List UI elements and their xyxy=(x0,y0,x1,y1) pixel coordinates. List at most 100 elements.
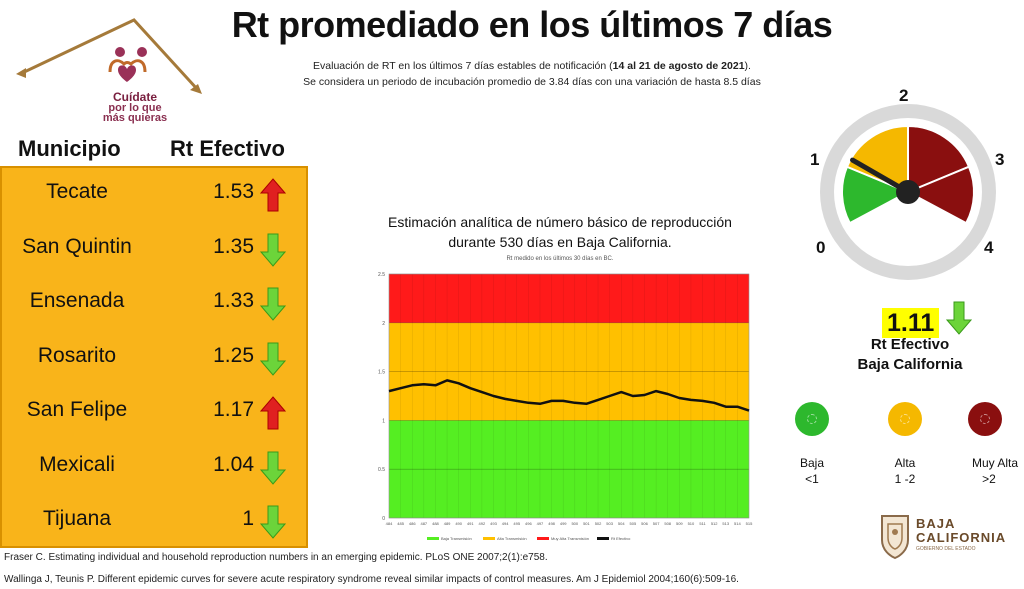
plot-border xyxy=(388,273,750,519)
gauge-label-4: 4 xyxy=(984,238,994,257)
legend-swatch xyxy=(483,537,495,540)
municipio-name: Mexicali xyxy=(39,452,115,476)
band-2 xyxy=(389,274,749,323)
x-tick-label: 514 xyxy=(734,521,741,526)
y-tick-label: 0 xyxy=(382,516,385,522)
x-tick-label: 505 xyxy=(630,521,637,526)
legend-alta-range: 1 -2 xyxy=(894,472,916,486)
legend-label: Baja Transmisión xyxy=(441,536,472,541)
table-row: San Quintin 1.35 xyxy=(2,223,310,277)
reference-1: Fraser C. Estimating individual and hous… xyxy=(4,552,548,563)
rt-value: 1.17 xyxy=(213,398,254,421)
municipio-name: Tecate xyxy=(46,180,108,203)
y-tick-label: 0.5 xyxy=(378,467,385,473)
table-row: Rosarito 1.25 xyxy=(2,332,310,386)
band-1 xyxy=(389,322,749,421)
x-tick-label: 507 xyxy=(653,521,660,526)
legend-alta: Alta 1 -2 xyxy=(860,402,950,487)
x-tick-label: 493 xyxy=(490,521,497,526)
state-rt-label: Rt Efectivo xyxy=(870,336,950,353)
x-tick-label: 498 xyxy=(548,521,555,526)
x-tick-label: 513 xyxy=(722,521,729,526)
legend-muy-alta: Muy Alta >2 xyxy=(954,402,1024,487)
gauge-sector-red-2 xyxy=(905,165,975,225)
logo-text-line2: por lo que xyxy=(108,102,162,114)
x-tick-label: 504 xyxy=(618,521,625,526)
table-row: Mexicali 1.04 xyxy=(2,441,310,495)
gauge-sector-red xyxy=(907,124,971,194)
rt-value: 1.35 xyxy=(213,234,254,258)
yellow-dot-icon xyxy=(888,402,922,436)
bc-logo-line3: GOBIERNO DEL ESTADO xyxy=(916,546,976,552)
table-row: Tecate 1.53 xyxy=(2,168,310,222)
x-tick-label: 506 xyxy=(641,521,648,526)
x-tick-label: 496 xyxy=(525,521,532,526)
y-tick-label: 2.5 xyxy=(378,272,385,278)
state-name-label: Baja California xyxy=(857,356,963,373)
rt-value: 1.33 xyxy=(213,289,254,312)
x-tick-label: 487 xyxy=(420,521,427,526)
y-tick-label: 1.5 xyxy=(378,370,385,376)
x-tick-label: 485 xyxy=(397,521,404,526)
x-tick-label: 490 xyxy=(455,521,462,526)
column-header-rt: Rt Efectivo xyxy=(170,136,285,161)
arrow-down-icon xyxy=(946,301,972,335)
green-dot-icon xyxy=(795,402,829,436)
arrow-down-icon xyxy=(260,505,286,539)
x-tick-label: 500 xyxy=(571,521,578,526)
x-tick-label: 499 xyxy=(560,521,567,526)
chart-title: Estimación analítica de número básico de… xyxy=(340,212,780,252)
rt-value: 1.04 xyxy=(213,452,254,476)
page-title: Rt promediado en los últimos 7 días xyxy=(231,4,833,45)
legend-label: Muy Alta Transmisión xyxy=(551,536,589,541)
x-tick-label: 510 xyxy=(688,521,695,526)
x-tick-label: 489 xyxy=(444,521,451,526)
chart-title-line2: durante 530 días en Baja California. xyxy=(448,234,672,250)
x-tick-label: 495 xyxy=(513,521,520,526)
legend-swatch xyxy=(537,537,549,540)
legend-swatch xyxy=(427,537,439,540)
rt-value: 1.53 xyxy=(213,180,254,203)
x-tick-label: 494 xyxy=(502,521,509,526)
state-rt-value: 1.11 xyxy=(882,308,940,338)
x-tick-label: 488 xyxy=(432,521,439,526)
page-subtitle: Evaluación de RT en los últimos 7 días e… xyxy=(232,58,832,90)
series-line-0 xyxy=(388,379,750,412)
band-0 xyxy=(389,420,749,518)
municipio-name: San Felipe xyxy=(26,398,128,421)
x-tick-label: 492 xyxy=(479,521,486,526)
table-row: Ensenada 1.33 xyxy=(2,277,310,331)
cuidate-logo: Cuídate por lo que más quieras xyxy=(14,14,204,126)
logo-text-line1: Cuídate xyxy=(112,90,157,104)
x-tick-label: 503 xyxy=(606,521,613,526)
rt-line-chart: 0 0.5 1 1.5 2 2.5 484 485 486 487 488 489 490 491 492 4… xyxy=(378,272,753,541)
municipio-name: Ensenada xyxy=(29,289,125,312)
reference-2: Wallinga J, Teunis P. Different epidemic… xyxy=(4,574,739,585)
arrow-up-icon xyxy=(260,178,286,212)
legend-muy-alta-label: Muy Alta xyxy=(972,456,1019,470)
red-dot-icon xyxy=(968,402,1002,436)
logo-text-line3: más quieras xyxy=(102,112,168,124)
arrow-down-icon xyxy=(260,233,286,267)
gauge-label-0: 0 xyxy=(816,238,826,257)
gauge-label-1: 1 xyxy=(810,150,820,169)
gauge-label-2: 2 xyxy=(899,86,909,105)
x-tick-label: 512 xyxy=(711,521,718,526)
x-tick-label: 491 xyxy=(467,521,474,526)
gauge-label-3: 3 xyxy=(995,150,1005,169)
arrow-up-icon xyxy=(260,396,286,430)
y-tick-label: 1 xyxy=(382,418,385,424)
table-header: Municipio Rt Efectivo xyxy=(0,132,306,166)
table-row: Tijuana 1 xyxy=(2,495,310,549)
arrow-down-icon xyxy=(260,342,286,376)
arrow-down-icon xyxy=(260,287,286,321)
municipio-name: San Quintin xyxy=(22,234,132,258)
chart-title-line1: Estimación analítica de número básico de… xyxy=(388,214,732,230)
x-tick-label: 515 xyxy=(746,521,753,526)
subtitle-end: ). xyxy=(744,60,751,72)
gauge-hub xyxy=(896,180,920,204)
subtitle-line2: Se considera un periodo de incubación pr… xyxy=(303,76,761,88)
state-shield-icon xyxy=(881,515,909,560)
rt-gauge: 2 1 3 0 4 xyxy=(800,86,1018,286)
table-row: San Felipe 1.17 xyxy=(2,386,310,440)
